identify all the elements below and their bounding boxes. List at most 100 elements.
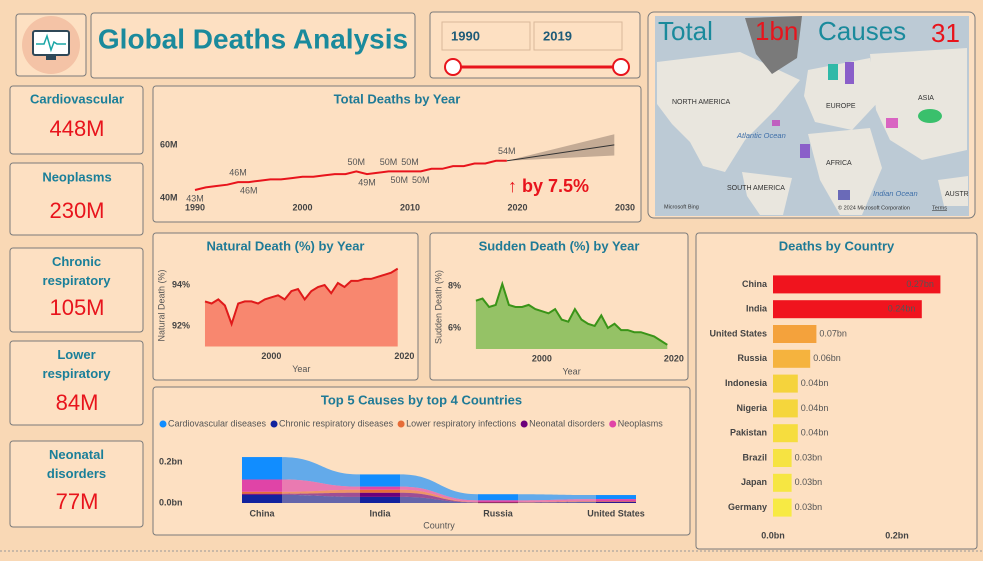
logo-stand bbox=[46, 55, 56, 60]
bar bbox=[773, 325, 817, 343]
land bbox=[742, 172, 792, 215]
slider-handle[interactable] bbox=[612, 58, 630, 76]
slicer-end-box[interactable] bbox=[533, 21, 623, 51]
chart-panel bbox=[429, 232, 689, 381]
x-tick-label: India bbox=[369, 508, 391, 518]
legend-label: Chronic respiratory diseases bbox=[279, 418, 394, 428]
map-copyright: © 2024 Microsoft Corporation bbox=[838, 204, 910, 211]
country-highlight bbox=[845, 62, 854, 84]
land bbox=[804, 58, 880, 130]
legend-marker bbox=[397, 420, 405, 428]
data-label: 0.03bn bbox=[795, 502, 823, 512]
legend-label: Neoplasms bbox=[618, 418, 664, 428]
x-tick-label: 0.0bn bbox=[761, 530, 785, 540]
card bbox=[9, 340, 144, 426]
y-tick-label: Brazil bbox=[742, 452, 767, 462]
forecast-line bbox=[506, 144, 615, 162]
data-label: 0.27bn bbox=[906, 279, 934, 289]
slider-handle[interactable] bbox=[444, 58, 462, 76]
ribbon-segment bbox=[360, 474, 400, 487]
map-label: SOUTH AMERICA bbox=[727, 185, 785, 192]
ribbon-segment bbox=[596, 501, 636, 502]
legend-marker bbox=[609, 420, 617, 428]
slicer-end: 2019 bbox=[543, 28, 572, 43]
bar bbox=[773, 300, 922, 319]
ribbon-band bbox=[400, 486, 478, 502]
dashboard-title: Global Deaths Analysis bbox=[98, 23, 408, 54]
y-tick-label: 94% bbox=[172, 279, 190, 289]
ribbon-segment bbox=[242, 491, 282, 494]
country-highlight bbox=[838, 190, 850, 200]
line bbox=[204, 267, 399, 328]
summary-label: Causes bbox=[818, 16, 906, 46]
data-label: 50M bbox=[412, 175, 430, 185]
y-tick-label: 8% bbox=[448, 280, 461, 290]
bar bbox=[773, 399, 798, 418]
chart-title: Sudden Death (%) by Year bbox=[479, 238, 640, 253]
ribbon-segment bbox=[360, 492, 400, 497]
x-tick-label: 2020 bbox=[507, 202, 527, 212]
x-tick-label: 2030 bbox=[615, 202, 635, 212]
x-tick-label: 2020 bbox=[664, 353, 684, 363]
land bbox=[657, 52, 800, 172]
bar bbox=[773, 498, 792, 517]
y-tick-label: Pakistan bbox=[730, 428, 767, 438]
x-tick-label: China bbox=[249, 508, 275, 518]
country-highlight bbox=[886, 118, 898, 128]
data-label: 0.04bn bbox=[801, 378, 829, 388]
ribbon-segment bbox=[360, 486, 400, 490]
legend-label: Lower respiratory infections bbox=[406, 418, 517, 428]
ribbon-segment bbox=[596, 495, 636, 500]
y-tick-label: Germany bbox=[728, 502, 767, 512]
legend-label: Neonatal disorders bbox=[529, 418, 605, 428]
ribbon-segment bbox=[478, 494, 518, 501]
ribbon-segment bbox=[478, 501, 518, 503]
summary-value: 1bn bbox=[755, 16, 798, 46]
logo-pulse bbox=[36, 33, 66, 53]
y-tick-label: 0.0bn bbox=[159, 497, 183, 507]
card-value: 77M bbox=[56, 489, 99, 514]
card-value: 84M bbox=[56, 390, 99, 415]
data-label: 49M bbox=[358, 177, 376, 187]
map-label: AFRICA bbox=[826, 160, 852, 167]
x-tick-label: 2010 bbox=[400, 202, 420, 212]
legend-marker bbox=[270, 420, 278, 428]
slicer-start-box[interactable] bbox=[441, 21, 531, 51]
data-label: 0.03bn bbox=[795, 477, 823, 487]
card-label: Neoplasms bbox=[42, 169, 111, 184]
legend-marker bbox=[520, 420, 528, 428]
country-highlight bbox=[828, 64, 838, 80]
ribbon-band bbox=[400, 489, 478, 503]
data-label: 50M bbox=[401, 157, 419, 167]
x-tick-label: 0.2bn bbox=[885, 530, 909, 540]
card-label: Cardiovascular bbox=[30, 91, 124, 106]
data-label: 46M bbox=[229, 167, 247, 177]
ribbon-band bbox=[518, 501, 596, 503]
ribbon-band bbox=[400, 492, 478, 503]
card-label-box: Neonatal disorders bbox=[47, 447, 106, 481]
map-terms[interactable]: Terms bbox=[932, 205, 947, 211]
ribbon-band bbox=[518, 501, 596, 503]
map[interactable]: NORTH AMERICA EUROPE ASIA Atlantic Ocean… bbox=[655, 16, 969, 216]
data-label: 0.07bn bbox=[819, 328, 847, 338]
y-tick-label: Nigeria bbox=[736, 403, 768, 413]
data-label: 0.04bn bbox=[801, 428, 829, 438]
x-tick-label: 2000 bbox=[532, 353, 552, 363]
country-highlight bbox=[772, 120, 780, 126]
country-highlight bbox=[800, 144, 810, 158]
ribbon-segment bbox=[242, 494, 282, 503]
land bbox=[745, 16, 802, 74]
ribbon-segment bbox=[478, 502, 518, 503]
y-tick-label: 6% bbox=[448, 322, 461, 332]
ribbon-band bbox=[282, 489, 360, 494]
card-value: 230M bbox=[49, 198, 104, 223]
ribbon-segment bbox=[596, 501, 636, 503]
card bbox=[9, 247, 144, 333]
summary-value: 31 bbox=[931, 18, 960, 48]
map-label: AUSTR bbox=[945, 191, 969, 198]
annotation: ↑ by 7.5% bbox=[508, 176, 589, 196]
ribbon-band bbox=[282, 494, 360, 503]
card-value: 448M bbox=[49, 116, 104, 141]
ribbon-band bbox=[400, 496, 478, 503]
